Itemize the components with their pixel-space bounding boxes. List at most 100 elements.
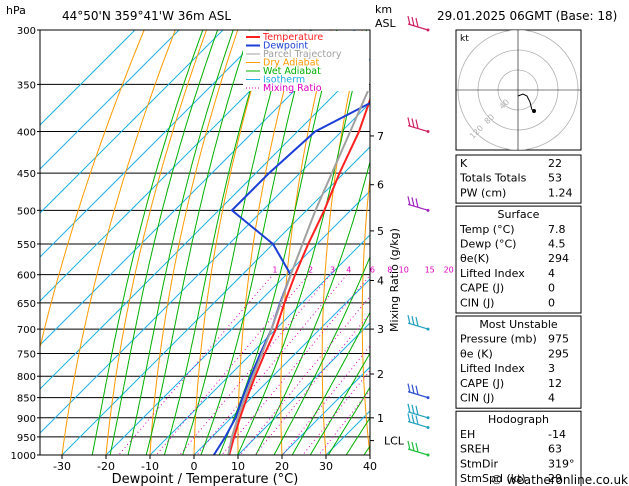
table-row-label: Pressure (mb) (460, 333, 537, 346)
pressure-tick-label: 350 (17, 80, 36, 91)
mixing-ratio-label: 20 (444, 266, 454, 275)
wind-barb-flag (415, 415, 419, 425)
wind-barb-flag (407, 196, 411, 206)
table-row-value: 22 (548, 157, 562, 170)
wind-barb-flag (407, 314, 411, 325)
wind-barb-dot (426, 396, 430, 400)
isotherm-line (40, 30, 268, 258)
table-row-value: 63 (548, 443, 562, 456)
wind-barb-flag (411, 197, 415, 207)
legend-entry: Temperature (262, 32, 323, 43)
wind-barb-dot (426, 453, 430, 457)
table-row-value: 975 (548, 333, 569, 346)
table-row-value: -14 (548, 428, 566, 441)
height-tick-label: 5 (377, 225, 384, 238)
dry-adiabat-line (40, 30, 145, 350)
wind-barb-flag (407, 383, 411, 393)
table-row-value: 1.24 (548, 186, 573, 199)
pressure-axis: 300 350 400 450 500 550 600 650 700 750 800 850 900 9… (11, 26, 40, 462)
table-row-label: CIN (J) (460, 296, 494, 309)
table-row-label: Lifted Index (460, 267, 525, 280)
table-row-value: 4.5 (548, 238, 566, 251)
wind-barb-flag (411, 16, 415, 27)
temperature-axis: -30 -20 -10 0 10 20 30 40 (53, 455, 377, 473)
wind-barb-dot (426, 208, 430, 212)
mixing-ratio-label: 15 (425, 266, 435, 275)
dry-adiabat-line (149, 30, 239, 455)
pressure-tick-label: 800 (17, 372, 36, 383)
wind-barb-flag (411, 118, 415, 128)
table-row-value: 29 (548, 472, 562, 485)
wet-adiabat-line (345, 416, 370, 455)
dry-adiabat-line (321, 30, 363, 455)
pressure-tick-label: 950 (17, 433, 36, 444)
table-row-label: Dewp (°C) (460, 238, 516, 251)
table-row-label: θe(K) (460, 252, 489, 265)
wind-barb-flag (415, 405, 419, 415)
wind-barb-flag (415, 442, 419, 453)
wet-adiabat-line (291, 311, 370, 455)
mixing-ratio-line (254, 312, 370, 455)
wet-adiabat-line (127, 30, 234, 455)
x-axis-title: Dewpoint / Temperature (°C) (112, 472, 299, 486)
table-row-value: 319° (548, 457, 575, 470)
height-tick-label: LCL (384, 435, 405, 448)
indices-box (455, 154, 582, 204)
table-row-label: CAPE (J) (460, 377, 504, 390)
table-row-label: StmDir (460, 457, 499, 470)
surface-box (455, 205, 582, 314)
copyright-label: © weatheronline.co.uk (491, 473, 628, 486)
mixing-ratio-label: 6 (370, 266, 375, 275)
hodograph-unit-label: kt (460, 34, 469, 44)
isotherm-line (40, 30, 180, 170)
table-row-value: 4 (548, 392, 555, 405)
pressure-tick-label: 300 (17, 26, 36, 37)
wet-adiabat-line (200, 30, 312, 455)
table-row-label: Lifted Index (460, 362, 525, 375)
parcel-trajectory-profile (227, 83, 370, 455)
table-row-value: 0 (548, 296, 555, 309)
wind-barb-flag (415, 316, 419, 327)
table-row-label: Totals Totals (459, 172, 527, 185)
most-unstable-title: Most Unstable (479, 318, 558, 331)
mixing-ratio-line (178, 274, 331, 455)
wind-barb-dot (426, 28, 430, 32)
pressure-tick-label: 600 (17, 271, 36, 282)
table-row-label: CAPE (J) (460, 282, 504, 295)
wind-barb-flag (407, 403, 411, 413)
wind-barb-flag (415, 385, 419, 395)
temperature-tick-label: 30 (319, 460, 333, 473)
temperature-tick-label: 40 (363, 460, 377, 473)
mixing-ratio-label: 1 (272, 266, 277, 275)
legend-background (243, 31, 369, 91)
legend-entry: Dry Adiabat (263, 58, 320, 69)
wet-adiabat-line (273, 255, 370, 455)
table-row-label: Temp (°C) (459, 223, 515, 236)
wet-adiabat-line (309, 352, 370, 455)
pressure-tick-label: 550 (17, 240, 36, 251)
height-tick-label: 4 (377, 275, 384, 288)
wind-barb-flag (415, 119, 419, 129)
mixing-ratio-label: 8 (387, 266, 392, 275)
wind-barb-flag (411, 384, 415, 394)
isotherm-line (105, 190, 370, 455)
table-row-value: 0 (548, 282, 555, 295)
wet-adiabat-line (91, 30, 204, 455)
legend-entry: Isotherm (263, 75, 305, 86)
mixing-ratio-label: 2 (308, 266, 313, 275)
legend-entry: Mixing Ratio (263, 83, 322, 94)
plot-frame (39, 29, 371, 456)
wet-adiabat-line (109, 30, 219, 455)
table-row-label: K (460, 157, 468, 170)
dry-adiabat-line (611, 6, 629, 473)
table-row-label: CIN (J) (460, 392, 494, 405)
mixing-ratio-labels: 12346810152025 (272, 266, 469, 275)
mixing-ratio-label: 4 (346, 266, 351, 275)
table-row-value: 3 (548, 362, 555, 375)
datetime-label: 29.01.2025 06GMT (Base: 18) (437, 9, 617, 23)
height-tick-label: 3 (377, 323, 384, 336)
wind-barb-flag (415, 17, 419, 28)
pressure-tick-label: 500 (17, 206, 36, 217)
